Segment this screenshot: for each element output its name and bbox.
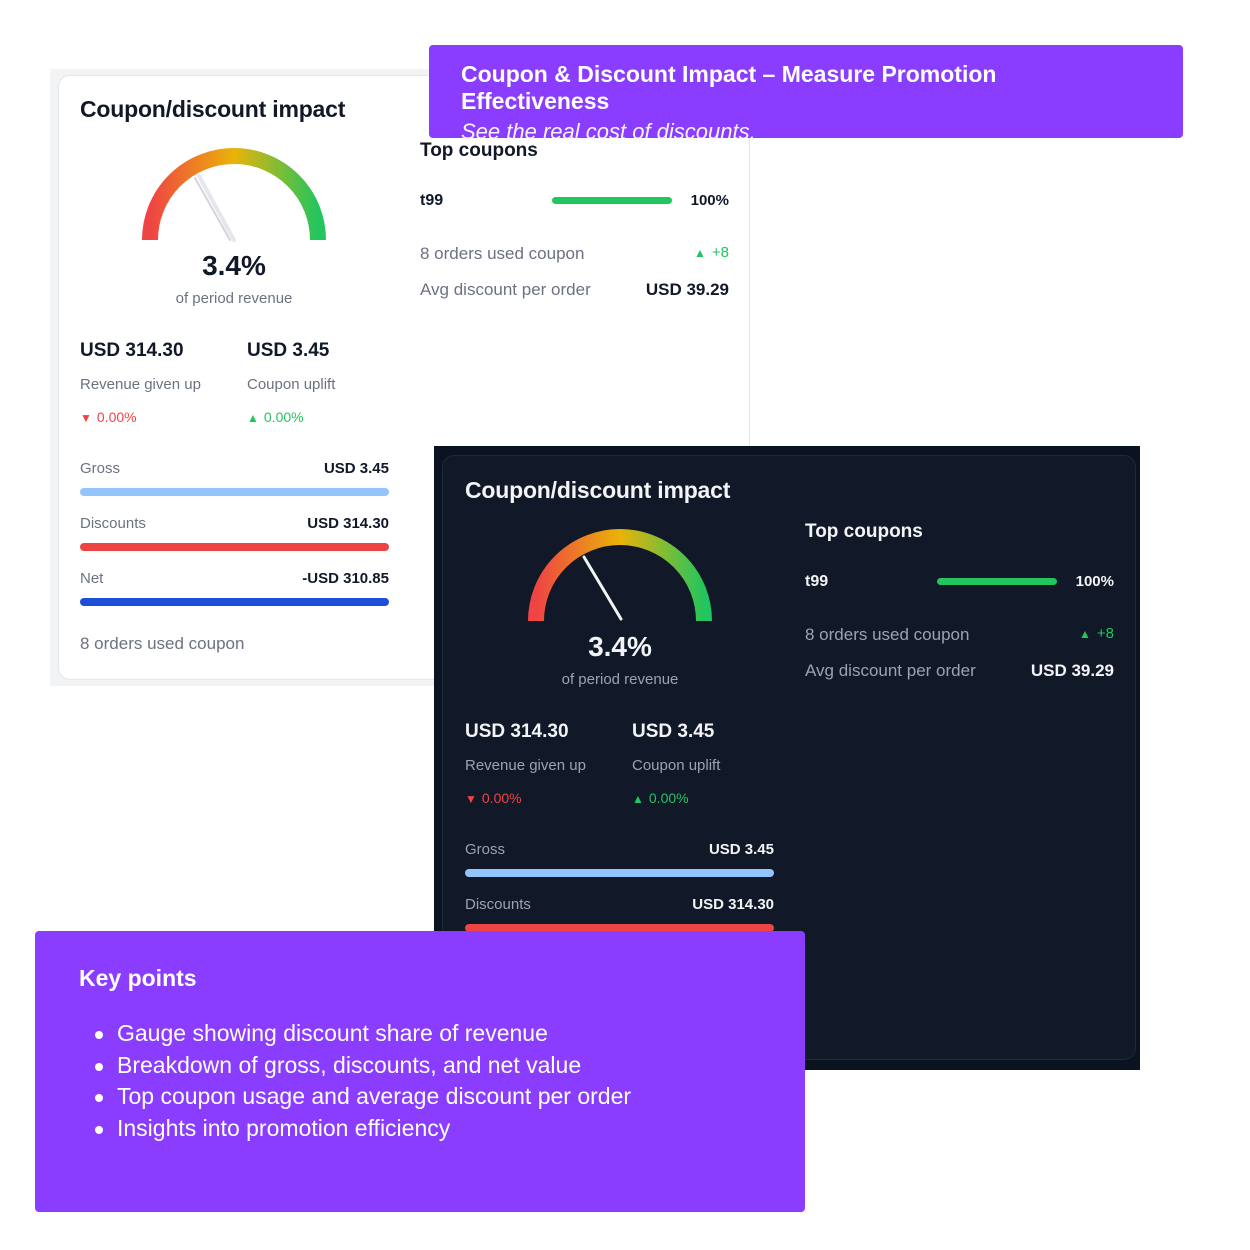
key-point-item: Gauge showing discount share of revenue [79, 1018, 761, 1050]
avg-discount-value: USD 39.29 [645, 280, 729, 299]
discounts-label: Discounts [80, 515, 146, 532]
key-point-item: Top coupon usage and average discount pe… [79, 1081, 761, 1113]
coupon-uplift-change: ▲ 0.00% [247, 409, 304, 425]
orders-used-label: 8 orders used coupon [420, 244, 585, 263]
key-points-panel: Key points Gauge showing discount share … [35, 931, 805, 1212]
gauge-needle [197, 174, 236, 242]
revenue-given-up-amount: USD 314.30 [465, 721, 569, 742]
avg-discount-label: Avg discount per order [420, 280, 591, 299]
down-arrow-icon: ▼ [465, 792, 477, 806]
discounts-value: USD 314.30 [692, 896, 774, 913]
revenue-given-up-label: Revenue given up [80, 376, 201, 393]
gross-bar [465, 869, 774, 877]
discount-gauge [142, 148, 326, 242]
net-bar [80, 598, 389, 606]
down-arrow-icon: ▼ [80, 411, 92, 425]
card-title: Coupon/discount impact [465, 477, 731, 503]
coupon-share: 100% [690, 192, 729, 209]
gauge-value: 3.4% [202, 250, 266, 281]
coupon-share-bar [937, 578, 1057, 585]
avg-discount-value: USD 39.29 [1030, 661, 1114, 680]
orders-used-footer: 8 orders used coupon [80, 634, 245, 653]
avg-discount-label: Avg discount per order [805, 661, 976, 680]
coupon-uplift-amount: USD 3.45 [247, 340, 330, 361]
revenue-given-up-amount: USD 314.30 [80, 340, 184, 361]
coupon-uplift-label: Coupon uplift [632, 757, 721, 774]
gross-label: Gross [80, 460, 121, 477]
banner-title: Coupon & Discount Impact – Measure Promo… [461, 61, 997, 114]
card-title: Coupon/discount impact [80, 96, 346, 122]
orders-used-delta: ▲ +8 [694, 244, 729, 261]
revenue-given-up-change: ▼ 0.00% [465, 790, 522, 806]
banner-subtitle: See the real cost of discounts. [461, 119, 756, 144]
gauge-needle [582, 555, 623, 621]
revenue-given-up-label: Revenue given up [465, 757, 586, 774]
up-arrow-icon: ▲ [694, 246, 706, 260]
discounts-bar [80, 543, 389, 551]
gauge-caption: of period revenue [561, 671, 679, 688]
coupon-code: t99 [420, 192, 444, 209]
gross-label: Gross [465, 841, 506, 858]
orders-used-label: 8 orders used coupon [805, 625, 970, 644]
up-arrow-icon: ▲ [1079, 627, 1091, 641]
net-label: Net [80, 570, 104, 587]
key-points-title: Key points [79, 965, 197, 991]
top-coupons-title: Top coupons [805, 521, 923, 542]
up-arrow-icon: ▲ [632, 792, 644, 806]
feature-banner: Coupon & Discount Impact – Measure Promo… [429, 45, 1183, 144]
coupon-uplift-amount: USD 3.45 [632, 721, 715, 742]
top-coupons-title: Top coupons [420, 140, 538, 161]
gross-value: USD 3.45 [708, 841, 774, 858]
coupon-share: 100% [1075, 573, 1114, 590]
discounts-value: USD 314.30 [307, 515, 389, 532]
discount-gauge [528, 529, 712, 622]
gross-bar [80, 488, 389, 496]
gross-value: USD 3.45 [323, 460, 389, 477]
up-arrow-icon: ▲ [247, 411, 259, 425]
key-points-list: Gauge showing discount share of revenue … [79, 1018, 761, 1144]
net-value: -USD 310.85 [302, 570, 389, 587]
coupon-uplift-change: ▲ 0.00% [632, 790, 689, 806]
key-point-item: Breakdown of gross, discounts, and net v… [79, 1050, 761, 1082]
coupon-share-bar [552, 197, 672, 204]
coupon-code: t99 [805, 573, 829, 590]
coupon-uplift-label: Coupon uplift [247, 376, 336, 393]
orders-used-delta: ▲ +8 [1079, 625, 1114, 642]
revenue-given-up-change: ▼ 0.00% [80, 409, 137, 425]
gauge-value: 3.4% [588, 631, 652, 662]
discounts-label: Discounts [465, 896, 531, 913]
discounts-bar [465, 924, 774, 932]
key-point-item: Insights into promotion efficiency [79, 1113, 761, 1145]
gauge-caption: of period revenue [175, 290, 293, 307]
